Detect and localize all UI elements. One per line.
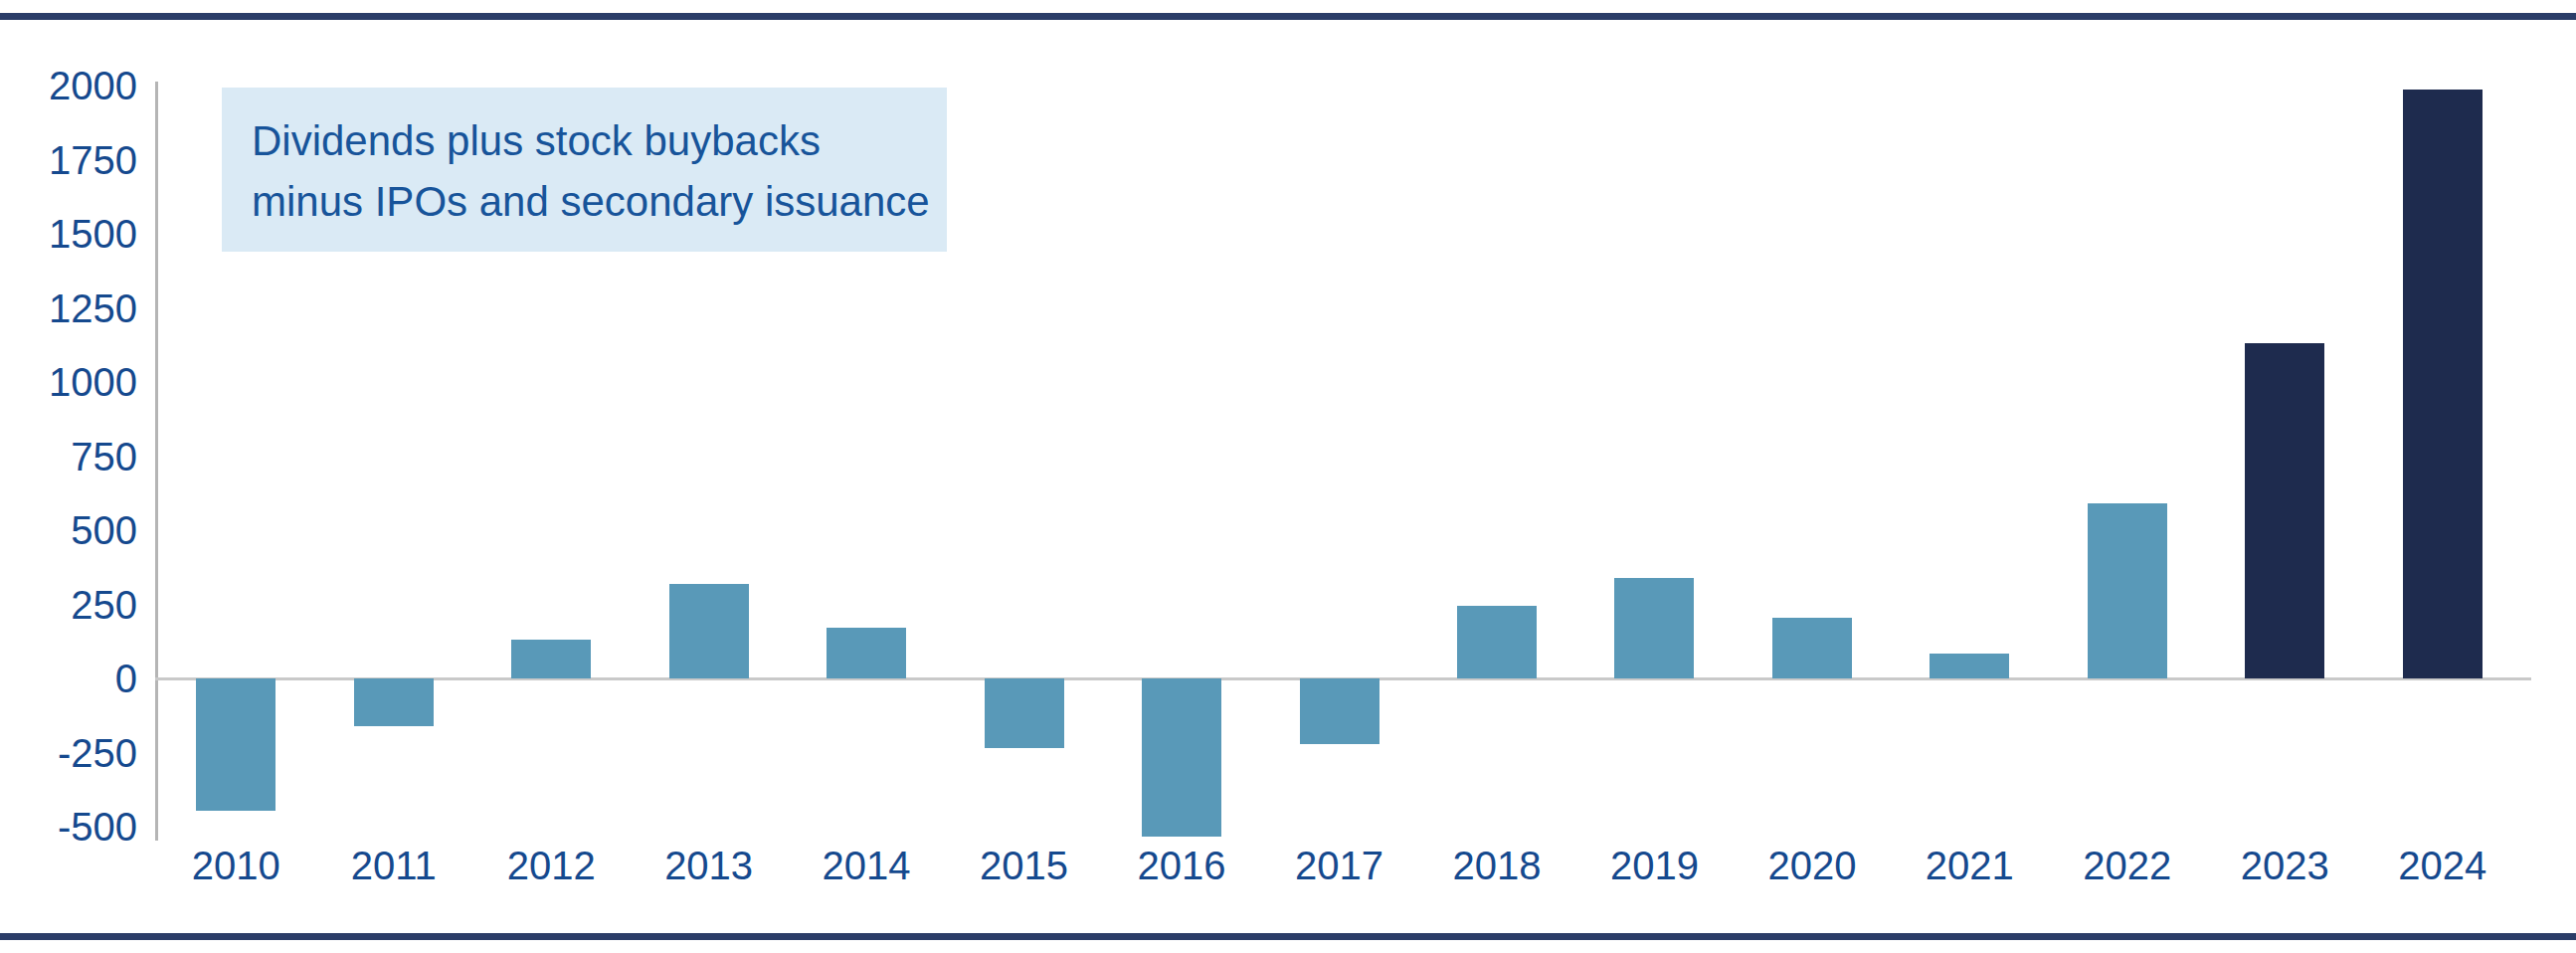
y-tick-label--250: -250 bbox=[0, 730, 137, 775]
x-axis-label-2017: 2017 bbox=[1260, 844, 1419, 888]
bar-2014 bbox=[827, 628, 906, 678]
bar-2012 bbox=[511, 640, 591, 678]
y-tick-label-1750: 1750 bbox=[0, 137, 137, 182]
y-tick-label-0: 0 bbox=[0, 657, 137, 701]
x-axis-label-2010: 2010 bbox=[156, 844, 315, 888]
x-axis-label-2013: 2013 bbox=[630, 844, 789, 888]
bar-2017 bbox=[1300, 678, 1380, 744]
bar-2013 bbox=[669, 584, 749, 678]
chart-page: 2000 1750 1500 1250 1000 750 500 250 0 -250 -500 2… bbox=[0, 0, 2576, 953]
y-tick-label-1000: 1000 bbox=[0, 360, 137, 405]
bar-2024 bbox=[2403, 90, 2483, 678]
x-axis-label-2024: 2024 bbox=[2363, 844, 2522, 888]
x-axis-label-2018: 2018 bbox=[1417, 844, 1576, 888]
x-axis-label-2021: 2021 bbox=[1890, 844, 2049, 888]
x-axis-label-2012: 2012 bbox=[471, 844, 631, 888]
annotation-box: Dividends plus stock buybacks minus IPOs… bbox=[222, 88, 947, 252]
bar-2016 bbox=[1142, 678, 1221, 837]
annotation-line-1: Dividends plus stock buybacks bbox=[252, 110, 947, 171]
x-axis-label-2011: 2011 bbox=[314, 844, 473, 888]
x-axis-label-2022: 2022 bbox=[2048, 844, 2207, 888]
x-axis-label-2023: 2023 bbox=[2205, 844, 2364, 888]
bar-2018 bbox=[1457, 606, 1537, 678]
bar-2023 bbox=[2245, 343, 2324, 678]
y-tick-label-1250: 1250 bbox=[0, 286, 137, 330]
y-axis-line bbox=[155, 82, 158, 841]
y-tick-label-750: 750 bbox=[0, 434, 137, 478]
bar-2015 bbox=[985, 678, 1064, 748]
bar-2022 bbox=[2088, 503, 2167, 678]
bar-2011 bbox=[354, 678, 434, 726]
x-axis-label-2015: 2015 bbox=[945, 844, 1104, 888]
x-axis-label-2019: 2019 bbox=[1574, 844, 1734, 888]
y-tick-label-1500: 1500 bbox=[0, 212, 137, 257]
x-axis-label-2014: 2014 bbox=[787, 844, 946, 888]
bottom-border-rule bbox=[0, 933, 2576, 940]
bar-2010 bbox=[196, 678, 276, 811]
y-tick-label-2000: 2000 bbox=[0, 64, 137, 108]
annotation-line-2: minus IPOs and secondary issuance bbox=[252, 171, 947, 232]
bar-2021 bbox=[1930, 654, 2009, 678]
x-axis-label-2020: 2020 bbox=[1733, 844, 1892, 888]
bar-2019 bbox=[1614, 578, 1694, 678]
x-axis-label-2016: 2016 bbox=[1102, 844, 1261, 888]
y-tick-label-500: 500 bbox=[0, 508, 137, 553]
bar-2020 bbox=[1772, 618, 1852, 678]
y-tick-label-250: 250 bbox=[0, 582, 137, 627]
y-tick-label--500: -500 bbox=[0, 805, 137, 850]
